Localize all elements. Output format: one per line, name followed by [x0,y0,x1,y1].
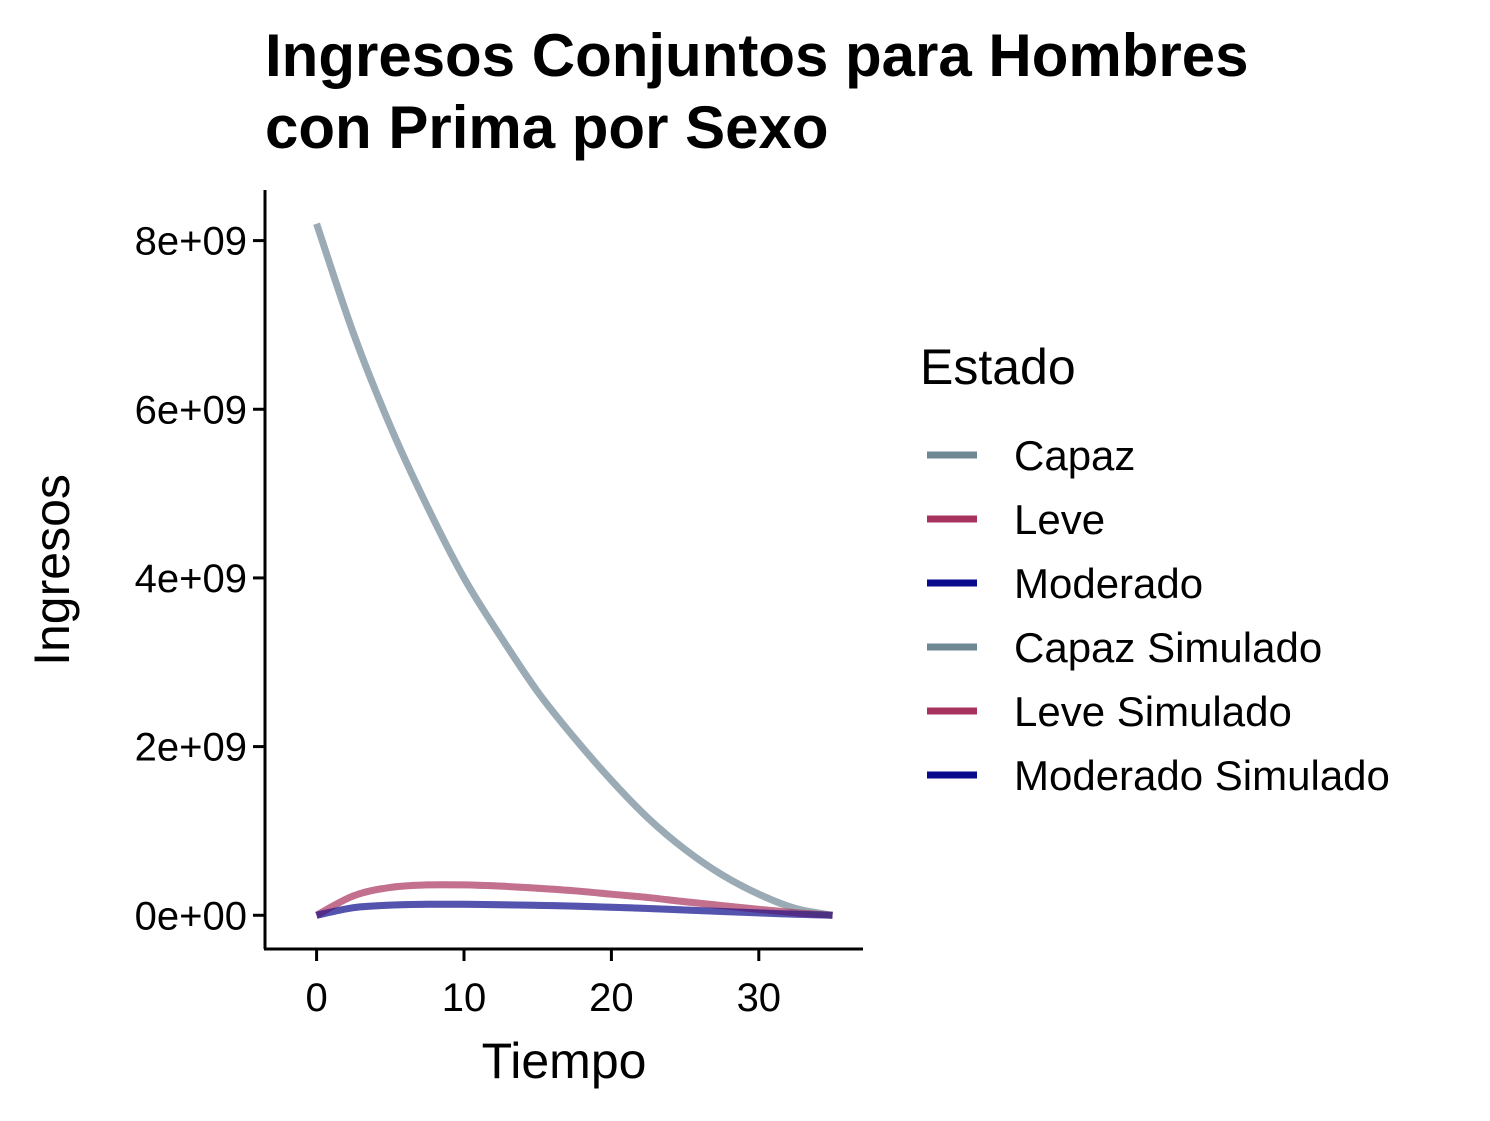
series-line-moderado [315,900,833,919]
y-tick-label: 8e+09 [135,220,247,264]
legend-label: Leve Simulado [1014,688,1292,735]
chart-title-line-1: Ingresos Conjuntos para Hombres [265,22,1249,89]
y-tick-label: 4e+09 [135,557,247,601]
series-line-leve [314,881,833,919]
x-tick-label: 30 [737,976,782,1020]
x-tick-label: 0 [305,976,327,1020]
legend-label: Moderado Simulado [1014,752,1390,799]
x-tick-label: 20 [589,976,634,1020]
legend: Capaz Leve Moderado Capaz Simulado Leve Simu… [927,432,1390,799]
y-tick-label: 0e+00 [135,894,247,938]
legend-title: Estado [920,339,1076,395]
y-tick-label: 2e+09 [135,726,247,770]
x-axis-title: Tiempo [482,1033,647,1089]
x-ticks: 0 10 20 30 [305,949,781,1020]
series-line-moderado-simulado [315,900,833,919]
x-tick-label: 10 [442,976,487,1020]
legend-label: Moderado [1014,560,1203,607]
legend-label: Capaz Simulado [1014,624,1322,671]
chart-title-line-2: con Prima por Sexo [265,94,829,161]
series-line-capaz [313,222,834,919]
y-axis-title: Ingresos [24,474,80,666]
legend-label: Capaz [1014,432,1135,479]
y-ticks: 0e+00 2e+09 4e+09 6e+09 8e+09 [135,220,265,938]
y-tick-label: 6e+09 [135,388,247,432]
series-line-capaz-simulado [313,222,834,919]
series-layer [313,222,834,919]
series-line-leve-simulado [314,881,833,919]
legend-label: Leve [1014,496,1105,543]
